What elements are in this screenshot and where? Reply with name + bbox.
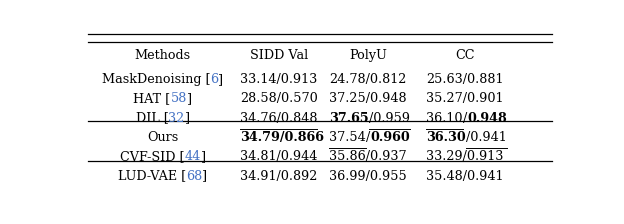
Text: 58: 58	[170, 92, 187, 105]
Text: 35.86/0.937: 35.86/0.937	[329, 150, 407, 163]
Text: Methods: Methods	[135, 49, 191, 62]
Text: /: /	[366, 131, 371, 144]
Text: 34.79/0.866: 34.79/0.866	[240, 131, 324, 144]
Text: 36.99/0.955: 36.99/0.955	[329, 170, 407, 183]
Text: 36.30: 36.30	[426, 131, 466, 144]
Text: 25.63/0.881: 25.63/0.881	[426, 73, 504, 86]
Text: 44: 44	[184, 150, 200, 163]
Text: CVF-SID [: CVF-SID [	[120, 150, 184, 163]
Text: 24.78/0.812: 24.78/0.812	[329, 73, 407, 86]
Text: 37.25/0.948: 37.25/0.948	[329, 92, 407, 105]
Text: MaskDenoising [: MaskDenoising [	[102, 73, 210, 86]
Text: 28.58/0.570: 28.58/0.570	[240, 92, 318, 105]
Text: ]: ]	[187, 92, 192, 105]
Text: 37.54: 37.54	[329, 131, 366, 144]
Text: 33.29/0.913: 33.29/0.913	[426, 150, 504, 163]
Text: LUD-VAE [: LUD-VAE [	[118, 170, 186, 183]
Text: ]: ]	[200, 150, 206, 163]
Text: /0.941: /0.941	[466, 131, 507, 144]
Text: 0.948: 0.948	[467, 112, 507, 125]
Text: PolyU: PolyU	[349, 49, 387, 62]
Text: 34.91/0.892: 34.91/0.892	[240, 170, 318, 183]
Text: 32: 32	[168, 112, 185, 125]
Text: 34.81/0.944: 34.81/0.944	[240, 150, 318, 163]
Text: /0.959: /0.959	[369, 112, 410, 125]
Text: 34.76/0.848: 34.76/0.848	[240, 112, 318, 125]
Text: DIL [: DIL [	[135, 112, 168, 125]
Text: 68: 68	[186, 170, 202, 183]
Text: 36.10: 36.10	[426, 112, 462, 125]
Text: ]: ]	[202, 170, 207, 183]
Text: SIDD Val: SIDD Val	[250, 49, 308, 62]
Text: 33.14/0.913: 33.14/0.913	[240, 73, 318, 86]
Text: HAT [: HAT [	[134, 92, 170, 105]
Text: 35.27/0.901: 35.27/0.901	[426, 92, 504, 105]
Text: 35.48/0.941: 35.48/0.941	[426, 170, 504, 183]
Text: 37.65: 37.65	[329, 112, 369, 125]
Text: Ours: Ours	[147, 131, 178, 144]
Text: CC: CC	[455, 49, 475, 62]
Text: ]: ]	[185, 112, 190, 125]
Text: ]: ]	[218, 73, 223, 86]
Text: 0.960: 0.960	[371, 131, 410, 144]
Text: /: /	[462, 112, 467, 125]
Text: 6: 6	[210, 73, 218, 86]
